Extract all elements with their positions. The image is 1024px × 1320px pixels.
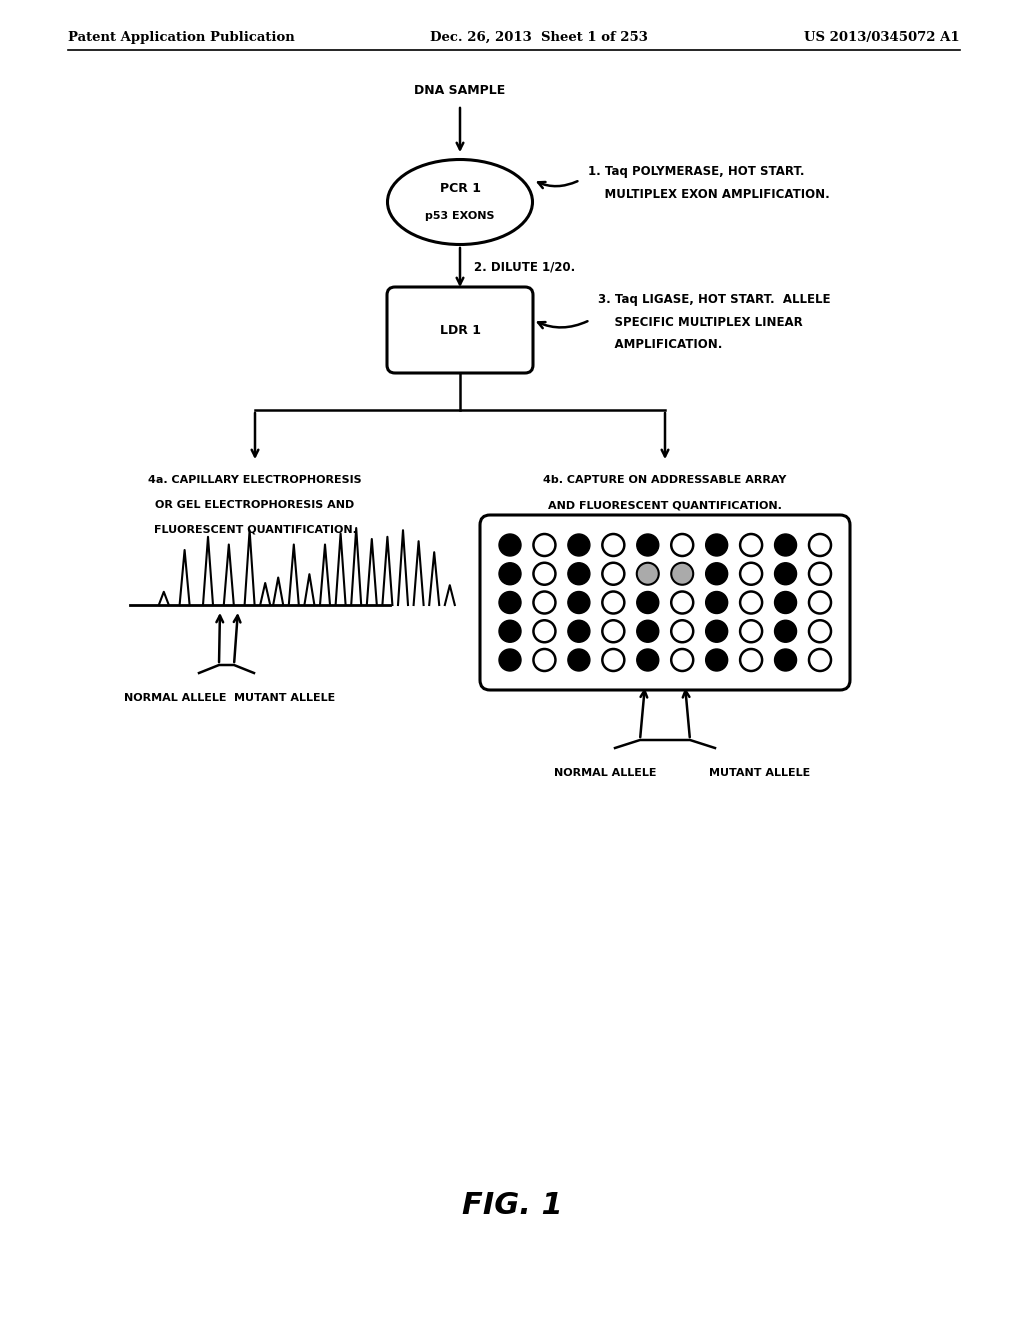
Text: OR GEL ELECTROPHORESIS AND: OR GEL ELECTROPHORESIS AND <box>156 500 354 510</box>
Text: MUTANT ALLELE: MUTANT ALLELE <box>710 768 811 777</box>
Circle shape <box>499 591 521 614</box>
Text: Dec. 26, 2013  Sheet 1 of 253: Dec. 26, 2013 Sheet 1 of 253 <box>430 30 648 44</box>
Circle shape <box>568 535 590 556</box>
Circle shape <box>706 649 728 671</box>
Circle shape <box>706 562 728 585</box>
Circle shape <box>499 535 521 556</box>
Circle shape <box>568 591 590 614</box>
Text: AMPLIFICATION.: AMPLIFICATION. <box>598 338 722 351</box>
Text: 1. Taq POLYMERASE, HOT START.: 1. Taq POLYMERASE, HOT START. <box>588 165 805 178</box>
Text: DNA SAMPLE: DNA SAMPLE <box>415 83 506 96</box>
Circle shape <box>774 562 797 585</box>
Circle shape <box>637 649 658 671</box>
Text: AND FLUORESCENT QUANTIFICATION.: AND FLUORESCENT QUANTIFICATION. <box>548 500 782 510</box>
Text: US 2013/0345072 A1: US 2013/0345072 A1 <box>805 30 961 44</box>
Text: 3. Taq LIGASE, HOT START.  ALLELE: 3. Taq LIGASE, HOT START. ALLELE <box>598 293 830 306</box>
Circle shape <box>706 535 728 556</box>
Circle shape <box>637 620 658 643</box>
Circle shape <box>499 649 521 671</box>
Text: LDR 1: LDR 1 <box>439 323 480 337</box>
Circle shape <box>706 620 728 643</box>
Circle shape <box>637 535 658 556</box>
Circle shape <box>671 562 693 585</box>
Circle shape <box>774 649 797 671</box>
Text: NORMAL ALLELE: NORMAL ALLELE <box>124 693 226 704</box>
Text: 2. DILUTE 1/20.: 2. DILUTE 1/20. <box>474 260 575 273</box>
Text: Patent Application Publication: Patent Application Publication <box>68 30 295 44</box>
Circle shape <box>637 562 658 585</box>
Text: SPECIFIC MULTIPLEX LINEAR: SPECIFIC MULTIPLEX LINEAR <box>598 315 803 329</box>
Circle shape <box>499 562 521 585</box>
Circle shape <box>568 562 590 585</box>
Circle shape <box>774 591 797 614</box>
Text: p53 EXONS: p53 EXONS <box>425 211 495 220</box>
Circle shape <box>774 535 797 556</box>
Text: NORMAL ALLELE: NORMAL ALLELE <box>554 768 656 777</box>
Text: MUTANT ALLELE: MUTANT ALLELE <box>234 693 336 704</box>
Text: FLUORESCENT QUANTIFICATION.: FLUORESCENT QUANTIFICATION. <box>154 525 356 535</box>
Circle shape <box>568 620 590 643</box>
Text: PCR 1: PCR 1 <box>439 181 480 194</box>
Text: 4a. CAPILLARY ELECTROPHORESIS: 4a. CAPILLARY ELECTROPHORESIS <box>148 475 361 484</box>
Text: 4b. CAPTURE ON ADDRESSABLE ARRAY: 4b. CAPTURE ON ADDRESSABLE ARRAY <box>544 475 786 484</box>
Text: MULTIPLEX EXON AMPLIFICATION.: MULTIPLEX EXON AMPLIFICATION. <box>588 187 829 201</box>
Circle shape <box>774 620 797 643</box>
Text: FIG. 1: FIG. 1 <box>462 1191 562 1220</box>
Circle shape <box>706 591 728 614</box>
Circle shape <box>637 591 658 614</box>
Circle shape <box>568 649 590 671</box>
Circle shape <box>499 620 521 643</box>
